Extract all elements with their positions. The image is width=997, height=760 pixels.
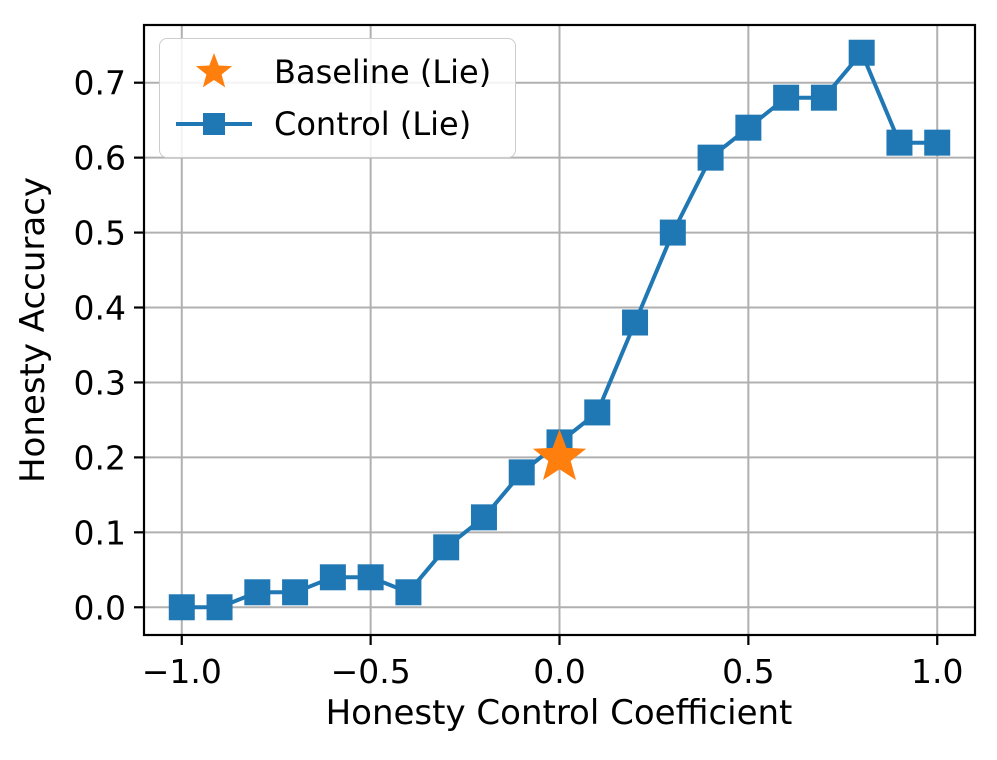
svg-text:0.0: 0.0: [533, 652, 585, 691]
axes: −1.0 −0.5 0.0 0.5 1.0 0.0 0.1 0.2 0.3 0.4 0.5 0.6 0.…: [74, 23, 977, 691]
svg-text:0.6: 0.6: [74, 139, 126, 178]
line-square-icon: [174, 104, 254, 144]
data-series: [168, 39, 951, 621]
x-axis-label: Honesty Control Coefficient: [326, 693, 793, 733]
legend-item-baseline: Baseline (Lie): [174, 49, 491, 95]
svg-text:0.7: 0.7: [74, 64, 126, 103]
svg-text:0.5: 0.5: [74, 214, 126, 253]
svg-text:−1.0: −1.0: [142, 652, 222, 691]
star-icon: [174, 52, 254, 92]
svg-text:−0.5: −0.5: [331, 652, 411, 691]
svg-text:0.5: 0.5: [722, 652, 774, 691]
svg-text:0.3: 0.3: [74, 363, 126, 402]
legend: Baseline (Lie) Control (Lie): [159, 38, 517, 158]
legend-label-control: Control (Lie): [274, 105, 472, 143]
y-axis-label: Honesty Accuracy: [13, 177, 53, 483]
legend-label-baseline: Baseline (Lie): [274, 53, 492, 91]
svg-text:1.0: 1.0: [911, 652, 963, 691]
legend-item-control: Control (Lie): [174, 101, 491, 147]
svg-text:0.2: 0.2: [74, 438, 126, 477]
svg-text:0.1: 0.1: [74, 513, 126, 552]
svg-text:0.0: 0.0: [74, 588, 126, 627]
svg-text:0.4: 0.4: [74, 289, 126, 328]
